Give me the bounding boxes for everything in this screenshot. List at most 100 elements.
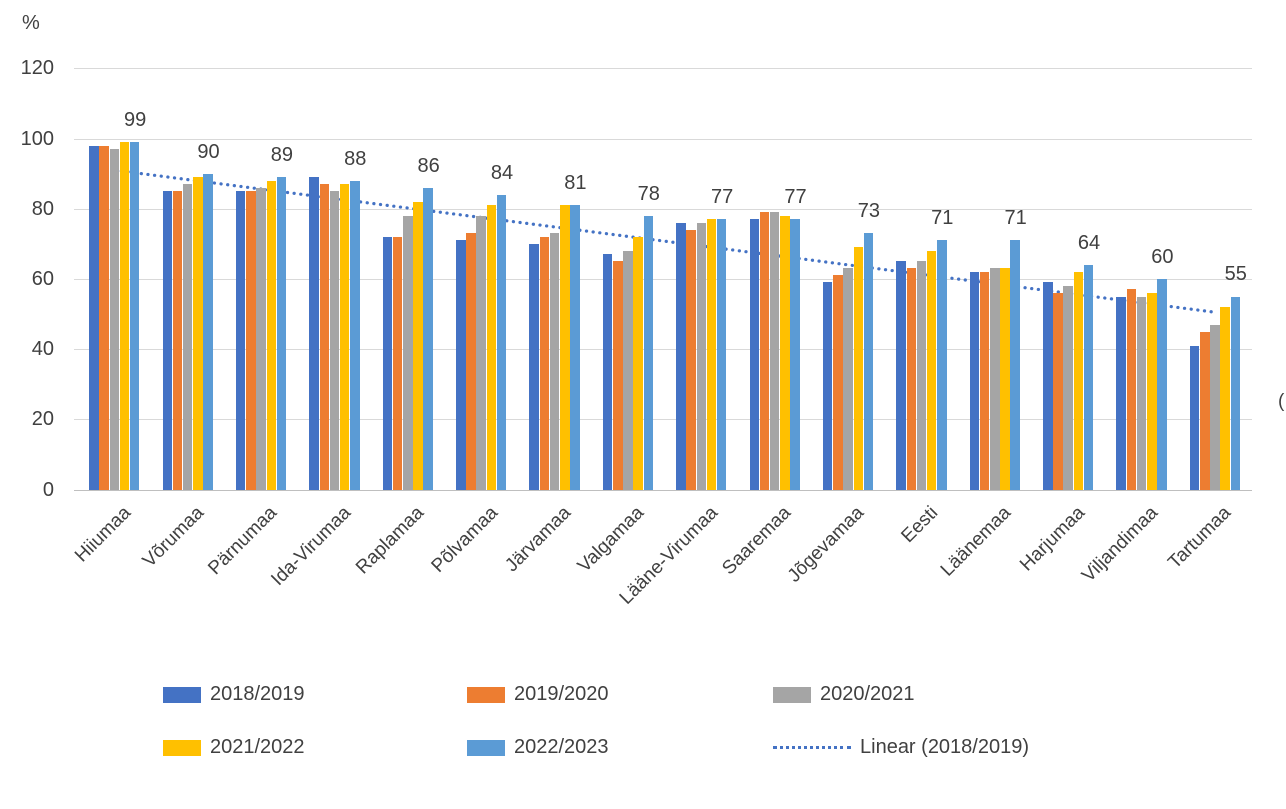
bar-2018-2019-Põlvamaa — [456, 240, 466, 490]
bar-2018-2019-Saaremaa — [749, 219, 760, 490]
bar-2022-2023-Pärnumaa — [276, 177, 287, 490]
bar-2018-2019-Järvamaa — [529, 243, 539, 490]
bar-group-Harjumaa — [1043, 60, 1094, 490]
bar-2018-2019-Harjumaa — [1043, 282, 1053, 490]
bar-2020-2021-Ida-Virumaa — [329, 191, 340, 490]
bar-2019-2020-Valgamaa — [613, 261, 623, 490]
bar-2018-2019-Ida-Virumaa — [309, 177, 319, 490]
y-tick-label-40: 40 — [31, 338, 54, 361]
bar-2018-2019-Jõgevamaa — [822, 282, 833, 490]
bar-2022-2023-Lääne-Virumaa — [716, 219, 727, 490]
bar-2020-2021-Järvamaa — [549, 233, 560, 490]
bar-2022-2023-Läänemaa — [1010, 240, 1020, 490]
bar-2022-2023-Võrumaa — [203, 173, 213, 490]
bar-2021-2022-Põlvamaa — [486, 205, 497, 490]
bar-2021-2022-Ida-Virumaa — [339, 184, 350, 490]
bar-2021-2022-Läänemaa — [1000, 268, 1010, 490]
bar-2020-2021-Tartumaa — [1210, 324, 1220, 490]
bar-2022-2023-Järvamaa — [570, 205, 580, 490]
bar-2020-2021-Hiiumaa — [109, 149, 120, 490]
bar-2019-2020-Lääne-Virumaa — [686, 229, 696, 490]
gridline-120 — [74, 68, 1252, 70]
bar-2019-2020-Raplamaa — [392, 236, 403, 490]
bar-2018-2019-Lääne-Virumaa — [676, 222, 686, 490]
bar-2021-2022-Viljandimaa — [1147, 293, 1157, 490]
legend-swatch-2020-2021 — [773, 686, 811, 703]
bar-group-Eesti — [896, 60, 947, 490]
gridline-60 — [74, 278, 1252, 280]
bar-2022-2023-Tartumaa — [1230, 296, 1241, 490]
y-tick-label-60: 60 — [31, 267, 54, 290]
bar-2019-2020-Järvamaa — [539, 236, 550, 490]
bar-2021-2022-Jõgevamaa — [853, 247, 863, 490]
legend-label: 2018/2019 — [210, 683, 305, 705]
gridline-0 — [74, 489, 1252, 491]
legend-item-2018-2019: 2018/2019 — [163, 683, 305, 706]
data-label-Valgamaa: 78 — [637, 182, 660, 205]
bar-group-Jõgevamaa — [822, 60, 874, 490]
bar-2020-2021-Viljandimaa — [1136, 296, 1147, 490]
bar-2022-2023-Viljandimaa — [1157, 278, 1167, 490]
bar-2018-2019-Valgamaa — [602, 254, 613, 490]
data-label-Jõgevamaa: 73 — [857, 200, 880, 223]
bar-2018-2019-Tartumaa — [1189, 345, 1200, 490]
bar-2020-2021-Jõgevamaa — [843, 268, 853, 490]
bar-2021-2022-Pärnumaa — [266, 180, 276, 490]
data-label-Raplamaa: 86 — [417, 154, 440, 177]
bar-2019-2020-Saaremaa — [759, 212, 770, 490]
bar-2021-2022-Järvamaa — [560, 205, 570, 490]
y-tick-label-100: 100 — [20, 127, 54, 150]
bar-group-Põlvamaa — [456, 60, 507, 490]
bar-2021-2022-Raplamaa — [413, 201, 423, 490]
bar-2020-2021-Saaremaa — [769, 212, 780, 490]
y-tick-label-120: 120 — [20, 57, 54, 80]
bar-2018-2019-Eesti — [896, 261, 906, 490]
legend-item-2019-2020: 2019/2020 — [467, 683, 609, 706]
bar-2020-2021-Valgamaa — [623, 250, 633, 490]
bar-2020-2021-Põlvamaa — [476, 215, 486, 490]
bar-2021-2022-Võrumaa — [193, 177, 203, 490]
bar-2019-2020-Eesti — [906, 268, 916, 490]
bar-2018-2019-Läänemaa — [969, 271, 980, 490]
bar-group-Ida-Virumaa — [309, 60, 360, 490]
legend-label: 2022/2023 — [514, 736, 609, 758]
bar-2019-2020-Võrumaa — [172, 191, 183, 490]
bar-2019-2020-Pärnumaa — [246, 191, 256, 490]
legend-item-2021-2022: 2021/2022 — [163, 736, 305, 759]
bar-2019-2020-Hiiumaa — [99, 145, 109, 490]
data-label-Lääne-Virumaa: 77 — [710, 186, 734, 209]
bar-group-Saaremaa — [749, 60, 800, 490]
bar-2020-2021-Eesti — [916, 261, 927, 490]
legend-swatch-2018-2019 — [163, 686, 201, 703]
data-label-Harjumaa: 64 — [1077, 231, 1101, 254]
bar-2019-2020-Harjumaa — [1053, 293, 1063, 490]
bar-2021-2022-Saaremaa — [780, 215, 790, 490]
y-axis-unit-label: % — [22, 12, 40, 34]
gridline-20 — [74, 419, 1252, 421]
bar-2020-2021-Võrumaa — [182, 184, 193, 490]
data-label-Hiiumaa: 99 — [123, 109, 147, 132]
data-label-Viljandimaa: 60 — [1151, 245, 1174, 268]
bar-group-Valgamaa — [602, 60, 654, 490]
bar-2022-2023-Hiiumaa — [129, 142, 140, 490]
legend-trendline-swatch — [773, 746, 851, 749]
data-label-Põlvamaa: 84 — [490, 161, 514, 184]
bar-group-Lääne-Virumaa — [676, 60, 727, 490]
bar-2021-2022-Valgamaa — [633, 236, 643, 490]
bar-2022-2023-Valgamaa — [643, 215, 654, 490]
legend-item-2022-2023: 2022/2023 — [467, 736, 609, 759]
bar-2022-2023-Harjumaa — [1083, 264, 1094, 490]
bar-2022-2023-Ida-Virumaa — [350, 180, 360, 490]
bar-2021-2022-Hiiumaa — [119, 142, 130, 490]
bar-2018-2019-Hiiumaa — [89, 145, 99, 490]
bar-group-Järvamaa — [529, 60, 580, 490]
bar-2020-2021-Läänemaa — [990, 268, 1000, 490]
bar-2019-2020-Põlvamaa — [466, 233, 476, 490]
bar-2022-2023-Jõgevamaa — [863, 233, 874, 490]
bar-2021-2022-Tartumaa — [1220, 307, 1230, 490]
bar-2019-2020-Tartumaa — [1200, 331, 1210, 490]
bar-group-Raplamaa — [382, 60, 433, 490]
bar-2021-2022-Eesti — [926, 250, 937, 490]
legend-swatch-2021-2022 — [163, 739, 201, 756]
gridline-40 — [74, 349, 1252, 351]
